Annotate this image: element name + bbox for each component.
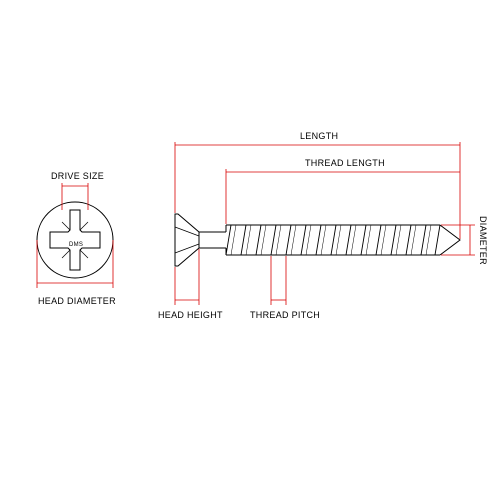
dim-head-height bbox=[175, 249, 199, 305]
dim-thread-pitch bbox=[271, 256, 286, 305]
label-head-diameter: HEAD DIAMETER bbox=[38, 296, 116, 306]
dim-length bbox=[175, 142, 460, 239]
label-thread-length: THREAD LENGTH bbox=[305, 158, 385, 168]
label-length: LENGTH bbox=[300, 131, 338, 141]
label-dms: DMS bbox=[69, 242, 83, 248]
screw-side-view bbox=[175, 214, 460, 266]
screw-head-front bbox=[37, 202, 113, 278]
dim-drive-size bbox=[62, 183, 88, 210]
label-diameter: DIAMETER bbox=[478, 216, 488, 265]
label-thread-pitch: THREAD PITCH bbox=[250, 310, 320, 320]
dim-thread-length bbox=[226, 169, 460, 224]
screw-diagram bbox=[0, 0, 500, 500]
label-drive-size: DRIVE SIZE bbox=[51, 171, 104, 181]
label-head-height: HEAD HEIGHT bbox=[158, 310, 223, 320]
